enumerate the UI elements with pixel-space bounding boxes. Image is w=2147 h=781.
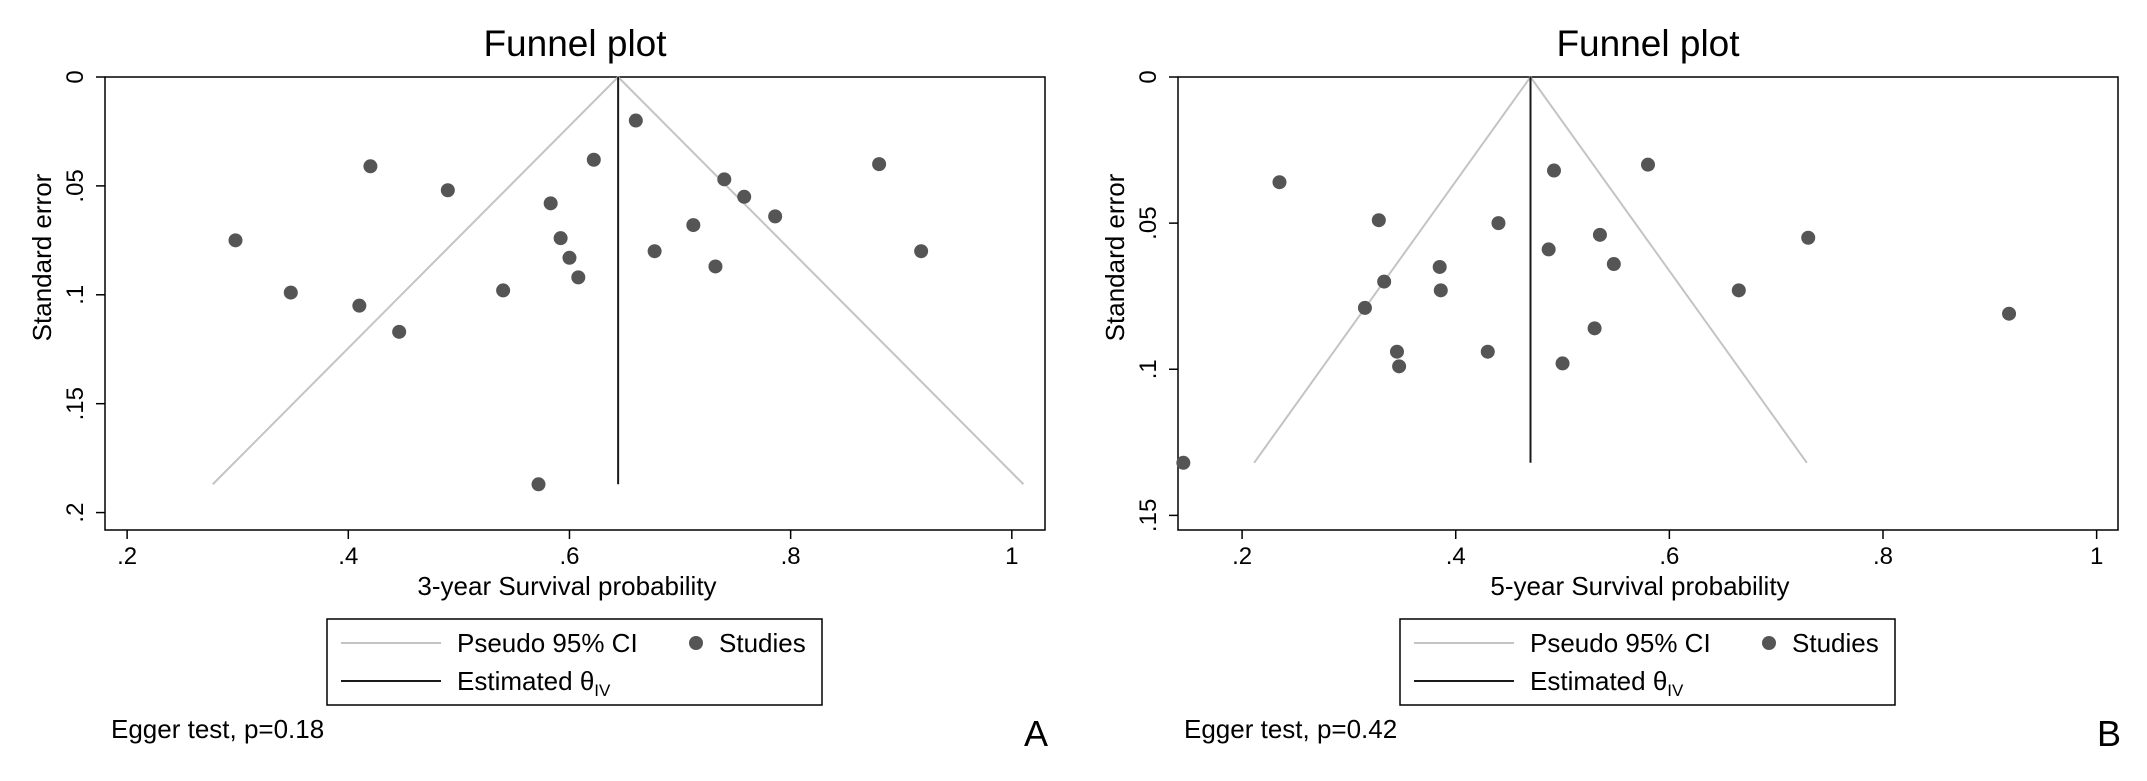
funnel-plot-panel-b: Funnel plot 0 .05 .1 .15 .2 .4 .6 .8 1 5-year Surv… [1073, 0, 2146, 781]
x-tick-label: .2 [117, 543, 137, 570]
study-point [1592, 227, 1607, 242]
study-point [1555, 356, 1570, 371]
study-point [872, 157, 887, 172]
x-tick-label: .8 [1873, 543, 1893, 570]
y-tick-label: 0 [1135, 70, 1162, 83]
study-point [1432, 259, 1447, 274]
study-point [1480, 344, 1495, 359]
study-point [647, 244, 662, 259]
study-point [2002, 306, 2017, 321]
y-tick-label: 0 [62, 70, 89, 83]
plot-frame [104, 76, 1046, 531]
study-point [543, 196, 558, 211]
funnel-plot-b: Funnel plot 0 .05 .1 .15 .2 .4 .6 .8 1 5-year Surv… [1100, 23, 2121, 754]
study-point [553, 231, 568, 246]
x-axis-title: 3-year Survival probability [417, 571, 716, 601]
study-point [392, 324, 407, 339]
legend-studies-label: Studies [1792, 628, 1879, 658]
study-point [1357, 300, 1372, 315]
study-point [1392, 359, 1407, 374]
legend-studies-swatch [689, 636, 703, 650]
study-point [1272, 175, 1287, 190]
legend-ci-label: Pseudo 95% CI [457, 628, 638, 658]
ci-line-right [617, 76, 1025, 485]
study-point [1371, 213, 1386, 228]
y-tick-label: .05 [62, 169, 89, 202]
y-tick-label: .1 [1135, 359, 1162, 379]
legend-estimate-main: Estimated θ [1530, 666, 1667, 696]
chart-title: Funnel plot [1556, 23, 1740, 64]
study-point [1377, 274, 1392, 289]
legend-studies-swatch [1762, 636, 1776, 650]
y-tick-label: .05 [1135, 206, 1162, 239]
x-tick-label: .4 [1446, 543, 1466, 570]
funnel-plot-panel-a: Funnel plot 0 .05 .1 .15 .2 .2 .4 .6 .8 1 3-year Su… [0, 0, 1073, 781]
ci-line-left [212, 76, 619, 485]
study-point [1541, 242, 1556, 257]
study-point [571, 270, 586, 285]
egger-test-note: Egger test, p=0.42 [1184, 714, 1397, 744]
study-point [562, 250, 577, 265]
ci-line-right [1529, 76, 1808, 464]
legend-estimate-label: Estimated θIV [457, 666, 611, 700]
study-point [1587, 321, 1602, 336]
study-point [768, 209, 783, 224]
x-tick-label: .8 [781, 543, 801, 570]
panel-label: A [1024, 713, 1048, 754]
y-tick-label: .15 [62, 387, 89, 420]
study-point [363, 159, 378, 174]
study-point [628, 113, 643, 128]
legend-estimate-main: Estimated θ [457, 666, 594, 696]
funnel-plot-a: Funnel plot 0 .05 .1 .15 .2 .2 .4 .6 .8 1 3-year Su… [27, 23, 1048, 754]
egger-test-note: Egger test, p=0.18 [111, 714, 324, 744]
x-tick-label: .4 [338, 543, 358, 570]
legend-estimate-label: Estimated θIV [1530, 666, 1684, 700]
study-point [283, 285, 298, 300]
x-axis-title: 5-year Survival probability [1490, 571, 1789, 601]
study-point [228, 233, 243, 248]
study-point [1389, 344, 1404, 359]
legend-box [1399, 618, 1896, 706]
study-point [686, 218, 701, 233]
x-tick-label: .6 [1659, 543, 1679, 570]
study-point [1491, 216, 1506, 231]
y-axis-title: Standard error [27, 173, 57, 341]
study-point [737, 189, 752, 204]
x-tick-label: 1 [1005, 543, 1018, 570]
y-tick-label: .1 [62, 285, 89, 305]
study-point [1606, 257, 1621, 272]
panel-label: B [2097, 713, 2121, 754]
legend-ci-label: Pseudo 95% CI [1530, 628, 1711, 658]
legend-estimate-subscript: IV [1667, 681, 1684, 700]
study-point [1731, 283, 1746, 298]
x-tick-label: .2 [1232, 543, 1252, 570]
ci-line-left [1253, 76, 1532, 464]
study-point [717, 172, 732, 187]
x-tick-label: 1 [2090, 543, 2103, 570]
study-point [496, 283, 511, 298]
study-point [1641, 157, 1655, 172]
study-point [1433, 283, 1448, 298]
study-point [708, 259, 723, 274]
study-point [352, 298, 367, 313]
study-point [1801, 230, 1816, 245]
legend-box [326, 618, 823, 706]
x-tick-label: .6 [559, 543, 579, 570]
study-point [586, 152, 601, 167]
chart-title: Funnel plot [483, 23, 667, 64]
study-point [1176, 455, 1191, 470]
y-tick-label: .15 [1135, 499, 1162, 532]
study-point [914, 244, 929, 259]
y-tick-label: .2 [62, 503, 89, 523]
legend-estimate-subscript: IV [594, 681, 611, 700]
plot-frame [1177, 76, 2119, 531]
study-point [1547, 163, 1561, 178]
y-axis-title: Standard error [1100, 173, 1130, 341]
study-point [440, 183, 455, 198]
study-point [531, 477, 546, 492]
legend-studies-label: Studies [719, 628, 806, 658]
